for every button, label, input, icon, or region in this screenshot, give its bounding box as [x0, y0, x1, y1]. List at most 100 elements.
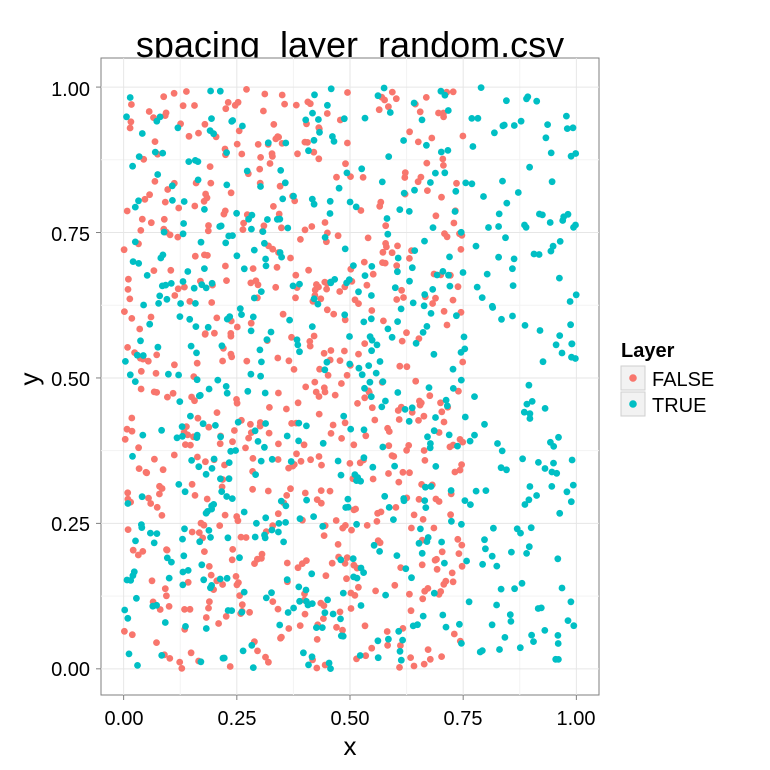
- data-point-false: [159, 466, 167, 474]
- data-point-true: [417, 525, 424, 533]
- data-point-false: [127, 101, 135, 108]
- data-point-true: [510, 122, 518, 129]
- data-point-false: [381, 96, 388, 104]
- data-point-true: [503, 199, 511, 207]
- data-point-false: [323, 306, 331, 314]
- data-point-true: [479, 560, 486, 568]
- data-point-true: [564, 617, 572, 624]
- data-point-false: [368, 644, 376, 652]
- data-point-true: [250, 294, 258, 302]
- data-point-false: [222, 105, 230, 113]
- data-point-false: [315, 410, 323, 418]
- data-point-true: [449, 385, 457, 392]
- data-point-true: [202, 509, 210, 517]
- data-point-true: [394, 389, 402, 396]
- data-point-false: [304, 98, 312, 106]
- data-point-false: [153, 351, 161, 359]
- data-point-true: [385, 504, 393, 511]
- data-point-true: [208, 115, 215, 122]
- data-point-false: [201, 548, 208, 555]
- data-point-false: [315, 155, 323, 163]
- data-point-true: [497, 464, 505, 472]
- data-point-true: [397, 305, 405, 313]
- data-point-true: [223, 315, 231, 323]
- data-point-true: [340, 412, 348, 420]
- data-point-true: [495, 210, 503, 218]
- data-point-true: [326, 210, 334, 217]
- data-point-true: [121, 606, 129, 614]
- data-point-true: [233, 209, 241, 217]
- data-point-true: [447, 487, 455, 494]
- data-point-true: [572, 291, 580, 299]
- data-point-false: [420, 412, 428, 420]
- data-point-true: [397, 656, 405, 664]
- data-point-false: [294, 564, 302, 572]
- data-point-true: [133, 594, 140, 602]
- data-point-true: [458, 640, 465, 647]
- data-point-false: [400, 294, 407, 301]
- data-point-true: [263, 336, 271, 343]
- data-point-false: [236, 592, 244, 599]
- data-point-false: [456, 436, 464, 443]
- data-point-false: [128, 427, 136, 435]
- data-point-true: [558, 349, 566, 357]
- data-point-true: [527, 524, 535, 532]
- data-point-false: [407, 654, 414, 661]
- data-point-true: [296, 597, 303, 605]
- data-point-false: [412, 377, 420, 385]
- data-point-false: [188, 393, 196, 401]
- data-point-true: [536, 327, 544, 334]
- data-point-true: [372, 369, 380, 377]
- data-point-true: [139, 431, 147, 439]
- data-point-true: [268, 455, 276, 463]
- data-point-false: [121, 308, 128, 315]
- legend-key-true: [629, 400, 637, 408]
- data-point-true: [556, 274, 563, 282]
- data-point-true: [262, 594, 270, 602]
- data-point-false: [121, 435, 129, 443]
- data-point-true: [318, 624, 326, 631]
- data-point-false: [424, 187, 431, 195]
- data-point-true: [155, 300, 163, 307]
- data-point-true: [360, 426, 368, 434]
- data-point-true: [468, 180, 476, 188]
- data-point-false: [161, 585, 169, 593]
- data-point-true: [546, 219, 554, 226]
- data-point-false: [288, 333, 295, 341]
- data-point-false: [249, 455, 257, 462]
- data-point-true: [521, 501, 529, 508]
- data-point-false: [183, 88, 190, 95]
- data-point-true: [240, 508, 248, 516]
- data-point-false: [185, 132, 193, 140]
- data-point-false: [301, 226, 309, 234]
- data-point-false: [416, 108, 424, 116]
- data-point-false: [238, 601, 246, 609]
- data-point-true: [408, 264, 416, 272]
- data-point-false: [330, 310, 338, 318]
- data-point-true: [311, 91, 318, 99]
- data-point-false: [247, 279, 255, 287]
- data-point-true: [204, 323, 212, 331]
- data-point-false: [178, 665, 186, 672]
- data-point-true: [423, 323, 431, 330]
- data-point-true: [223, 181, 231, 189]
- data-point-true: [412, 339, 420, 347]
- data-point-true: [202, 470, 210, 478]
- data-point-false: [408, 524, 415, 532]
- data-point-true: [323, 358, 331, 366]
- data-point-true: [525, 543, 533, 551]
- data-point-true: [373, 341, 381, 349]
- data-point-false: [228, 556, 236, 564]
- data-point-false: [385, 428, 393, 435]
- data-point-true: [217, 433, 225, 441]
- data-point-false: [224, 99, 232, 106]
- data-point-false: [126, 124, 134, 132]
- data-point-false: [350, 561, 358, 569]
- data-point-false: [392, 95, 400, 103]
- data-point-true: [393, 552, 401, 559]
- data-point-false: [245, 434, 253, 442]
- data-point-false: [207, 571, 215, 579]
- data-point-true: [249, 664, 257, 671]
- data-point-false: [395, 478, 403, 486]
- data-point-true: [346, 198, 354, 206]
